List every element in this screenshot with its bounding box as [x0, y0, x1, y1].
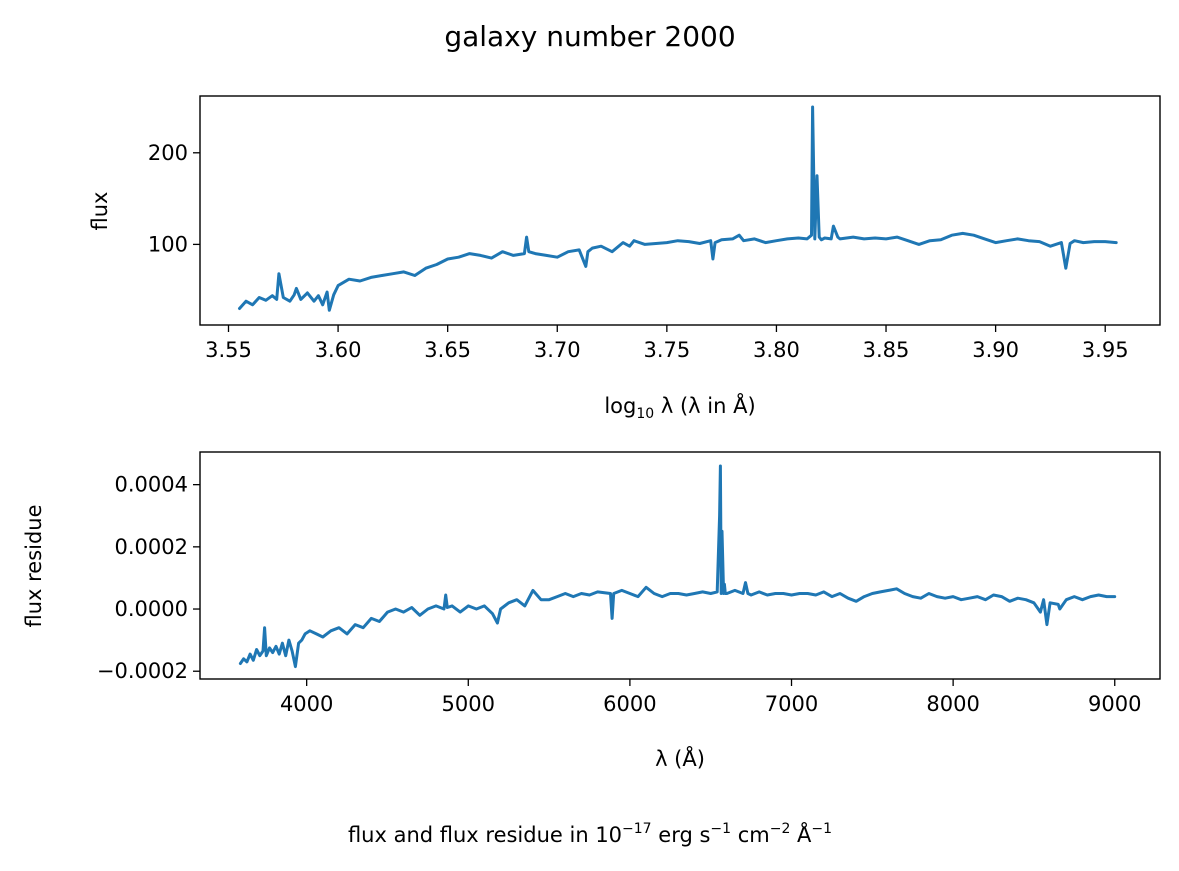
bottom-x-tick-label-3: 7000 [765, 692, 818, 716]
bottom-x-tick-label-1: 5000 [442, 692, 495, 716]
top-xlabel-suffix: λ (λ in Å) [654, 392, 755, 418]
footnote-exp-4: −1 [811, 821, 832, 837]
top-x-tick-label-5: 3.80 [753, 338, 800, 362]
footnote-text-2: erg s [652, 823, 711, 847]
top-x-axis-label: log10 λ (λ in Å) [604, 392, 755, 422]
figure-title: galaxy number 2000 [444, 20, 735, 53]
bottom-x-tick-label-2: 6000 [603, 692, 656, 716]
bottom-plot-frame [199, 451, 1161, 680]
top-series-layer [238, 105, 1118, 312]
top-plot-frame [199, 95, 1161, 326]
footnote-text-3: cm [731, 823, 770, 847]
bottom-residue-plot: 4000 5000 6000 7000 8000 9000 −0.0002 0.0000 0.… [22, 451, 1161, 771]
bottom-y-tick-label-0: −0.0002 [97, 659, 188, 683]
top-x-tick-label-6: 3.85 [863, 338, 910, 362]
bottom-x-tick-label-4: 8000 [926, 692, 979, 716]
bottom-y-tick-label-1: 0.0000 [115, 597, 188, 621]
bottom-x-ticks: 4000 5000 6000 7000 8000 9000 [280, 679, 1141, 716]
top-x-ticks: 3.55 3.60 3.65 3.70 3.75 3.80 3.85 3.90 3.95 [205, 325, 1129, 362]
footnote-exp-3: −2 [770, 821, 791, 837]
top-y-axis-label: flux [88, 192, 112, 231]
bottom-y-ticks: −0.0002 0.0000 0.0002 0.0004 [97, 473, 200, 683]
footnote-exp-2: −1 [710, 821, 731, 837]
top-flux-plot: 3.55 3.60 3.65 3.70 3.75 3.80 3.85 3.90 3.95 100… [88, 95, 1161, 422]
top-y-ticks: 100 200 [148, 141, 200, 256]
top-x-tick-label-7: 3.90 [972, 338, 1019, 362]
top-xlabel-prefix: log [604, 394, 636, 418]
top-y-tick-label-1: 200 [148, 141, 188, 165]
top-x-tick-label-4: 3.75 [643, 338, 690, 362]
top-x-tick-label-3: 3.70 [534, 338, 581, 362]
bottom-series-layer [238, 464, 1117, 669]
top-x-tick-label-1: 3.60 [315, 338, 362, 362]
bottom-y-axis-label: flux residue [22, 504, 46, 627]
footnote-exp-1: −17 [622, 821, 652, 837]
units-footnote: flux and flux residue in 10−17 erg s−1 c… [348, 821, 832, 847]
top-series-line-0 [238, 105, 1118, 312]
bottom-series-line-0 [238, 464, 1117, 669]
top-xlabel-subscript: 10 [636, 406, 654, 422]
bottom-x-tick-label-0: 4000 [280, 692, 333, 716]
top-y-tick-label-0: 100 [148, 232, 188, 256]
bottom-y-tick-label-3: 0.0004 [115, 473, 188, 497]
top-x-tick-label-8: 3.95 [1082, 338, 1129, 362]
footnote-text-4: Å [790, 821, 812, 847]
bottom-y-tick-label-2: 0.0002 [115, 535, 188, 559]
top-x-tick-label-0: 3.55 [205, 338, 252, 362]
footnote-text-1: flux and flux residue in 10 [348, 823, 622, 847]
bottom-x-axis-label: λ (Å) [655, 745, 705, 771]
top-x-tick-label-2: 3.65 [424, 338, 471, 362]
bottom-x-tick-label-5: 9000 [1088, 692, 1141, 716]
